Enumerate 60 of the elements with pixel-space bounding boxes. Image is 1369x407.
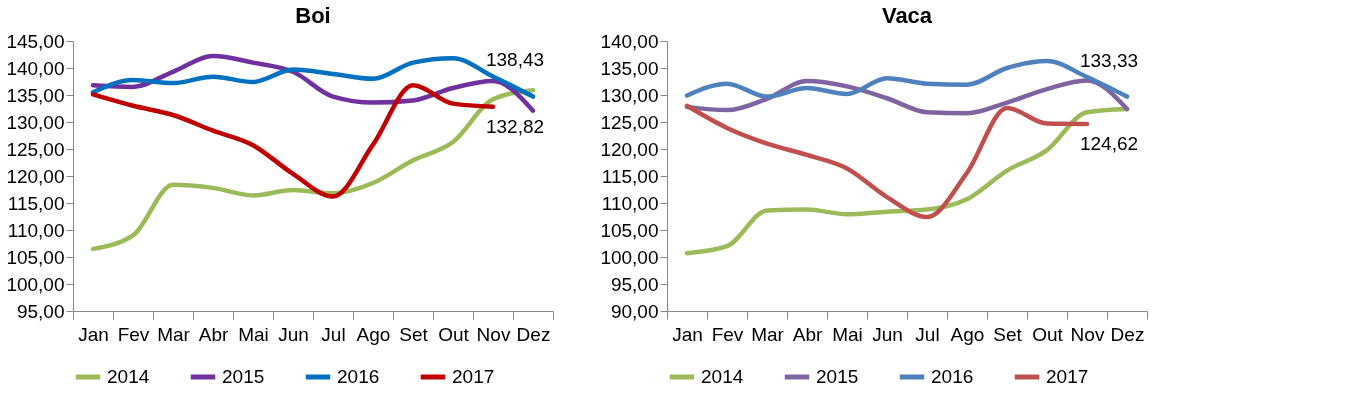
- y-tick-label: 105,00: [600, 219, 659, 241]
- y-tick-label: 130,00: [600, 84, 659, 106]
- legend-label: 2014: [107, 366, 150, 387]
- legend-label: 2016: [337, 366, 380, 387]
- x-tick-label: Abr: [198, 323, 229, 345]
- x-tick-label: Jan: [78, 323, 109, 345]
- y-tick-label: 95,00: [610, 273, 659, 295]
- y-tick-label: 135,00: [600, 57, 659, 79]
- x-tick-label: Jun: [278, 323, 309, 345]
- x-tick-label: Mar: [751, 323, 785, 345]
- x-tick-label: Mai: [238, 323, 269, 345]
- y-tick-label: 100,00: [600, 246, 659, 268]
- legend-label: 2017: [452, 366, 495, 387]
- y-tick-label: 140,00: [6, 57, 65, 79]
- y-tick-label: 90,00: [610, 300, 659, 322]
- y-tick-label: 120,00: [6, 165, 65, 187]
- data-label: 132,82: [485, 115, 545, 137]
- x-tick-label: Out: [438, 323, 470, 345]
- x-tick-label: Ago: [356, 323, 391, 345]
- x-tick-label: Abr: [792, 323, 823, 345]
- x-tick-label: Jul: [915, 323, 940, 345]
- y-tick-label: 125,00: [6, 138, 65, 160]
- x-tick-label: Ago: [950, 323, 985, 345]
- data-label: 133,33: [1079, 50, 1139, 72]
- y-tick-label: 115,00: [601, 165, 659, 187]
- y-tick-label: 130,00: [6, 111, 65, 133]
- legend-label: 2014: [701, 366, 744, 387]
- y-tick-label: 110,00: [7, 219, 65, 241]
- x-tick-label: Fev: [117, 323, 150, 345]
- x-tick-label: Nov: [476, 323, 511, 345]
- y-tick-label: 115,00: [7, 192, 65, 214]
- legend-label: 2016: [931, 366, 974, 387]
- x-tick-label: Mar: [157, 323, 191, 345]
- x-tick-label: Jul: [321, 323, 346, 345]
- x-tick-label: Nov: [1070, 323, 1105, 345]
- data-label: 138,43: [485, 49, 545, 71]
- x-tick-label: Out: [1032, 323, 1064, 345]
- x-tick-label: Fev: [711, 323, 744, 345]
- y-tick-label: 95,00: [16, 300, 65, 322]
- legend-label: 2015: [222, 366, 265, 387]
- x-tick-label: Set: [993, 323, 1023, 345]
- x-tick-label: Dez: [1110, 323, 1145, 345]
- y-tick-label: 145,00: [6, 30, 65, 52]
- x-tick-label: Dez: [516, 323, 551, 345]
- x-tick-label: Set: [399, 323, 429, 345]
- y-tick-label: 135,00: [6, 84, 65, 106]
- legend-label: 2017: [1046, 366, 1089, 387]
- y-tick-label: 105,00: [6, 246, 65, 268]
- chart-title: Vaca: [881, 3, 933, 28]
- chart-title: Boi: [295, 3, 331, 28]
- x-tick-label: Mai: [832, 323, 863, 345]
- y-tick-label: 140,00: [600, 30, 659, 52]
- y-tick-label: 110,00: [601, 192, 659, 214]
- y-tick-label: 125,00: [600, 111, 659, 133]
- x-tick-label: Jun: [872, 323, 903, 345]
- x-tick-label: Jan: [672, 323, 703, 345]
- legend-label: 2015: [816, 366, 859, 387]
- y-tick-label: 120,00: [600, 138, 659, 160]
- data-label: 124,62: [1079, 133, 1139, 155]
- y-tick-label: 100,00: [6, 273, 65, 295]
